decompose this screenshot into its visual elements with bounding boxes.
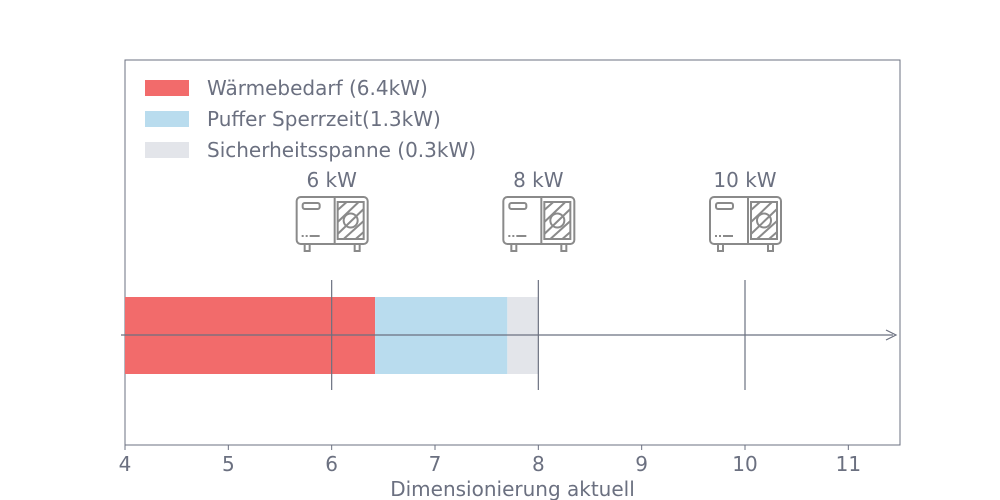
legend-label-3: Sicherheitsspanne (0.3kW) [207, 138, 476, 162]
legend-label-2: Puffer Sperrzeit(1.3kW) [207, 107, 441, 131]
capacity-markers: 6 kW 8 kW 10 kW [295, 168, 782, 390]
legend-swatch-2 [145, 111, 189, 127]
arrow-head [885, 329, 898, 341]
heat-pump-icon [709, 196, 782, 252]
x-tick-label-6: 6 [325, 452, 338, 476]
legend-swatch-3 [145, 142, 189, 158]
legend-label-1: Wärmebedarf (6.4kW) [207, 76, 428, 100]
marker-label-1: 6 kW [306, 168, 357, 192]
marker-label-2: 8 kW [513, 168, 564, 192]
x-axis-title: Dimensionierung aktuell [390, 477, 635, 500]
heat-pump-icon [295, 196, 369, 252]
x-tick-label-4: 4 [119, 452, 132, 476]
x-tick-label-9: 9 [635, 452, 648, 476]
legend: Wärmebedarf (6.4kW) Puffer Sperrzeit(1.3k… [145, 76, 476, 162]
bar-segments [125, 297, 539, 374]
x-tick-label-8: 8 [532, 452, 545, 476]
x-tick-label-10: 10 [732, 452, 757, 476]
x-axis-ticks: 4 5 6 7 8 9 10 11 [119, 445, 861, 476]
heat-pump-icon [502, 196, 576, 252]
legend-swatch-1 [145, 80, 189, 96]
x-tick-label-5: 5 [222, 452, 235, 476]
value-arrow [121, 329, 898, 341]
x-tick-label-11: 11 [836, 452, 861, 476]
plot-frame [124, 59, 901, 446]
marker-label-3: 10 kW [713, 168, 776, 192]
x-tick-label-7: 7 [429, 452, 442, 476]
